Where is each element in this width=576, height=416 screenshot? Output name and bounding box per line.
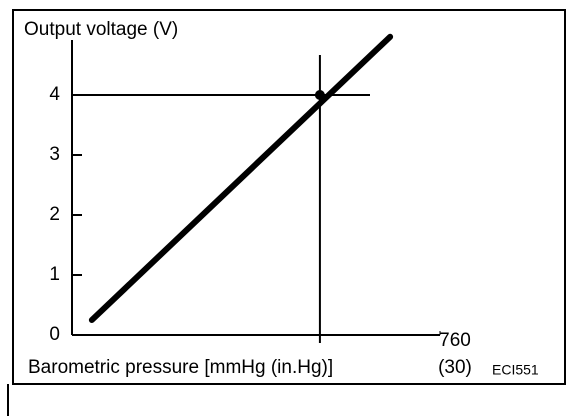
y-tick-label: 3 <box>49 144 60 165</box>
x-tick-label: 760 <box>439 330 471 351</box>
reference-point <box>314 90 325 100</box>
y-tick-label: 4 <box>49 84 60 105</box>
chart-title: Output voltage (V) <box>24 19 178 40</box>
data-line <box>88 33 394 323</box>
y-tick-label: 0 <box>49 324 60 345</box>
figure-code: ECI551 <box>492 362 539 378</box>
x-secondary-tick-label: (30) <box>438 357 472 378</box>
x-axis-label: Barometric pressure [mmHg (in.Hg)] <box>28 357 333 378</box>
y-tick-label: 1 <box>49 264 60 285</box>
y-tick-label: 2 <box>49 204 60 225</box>
frame <box>12 9 566 385</box>
